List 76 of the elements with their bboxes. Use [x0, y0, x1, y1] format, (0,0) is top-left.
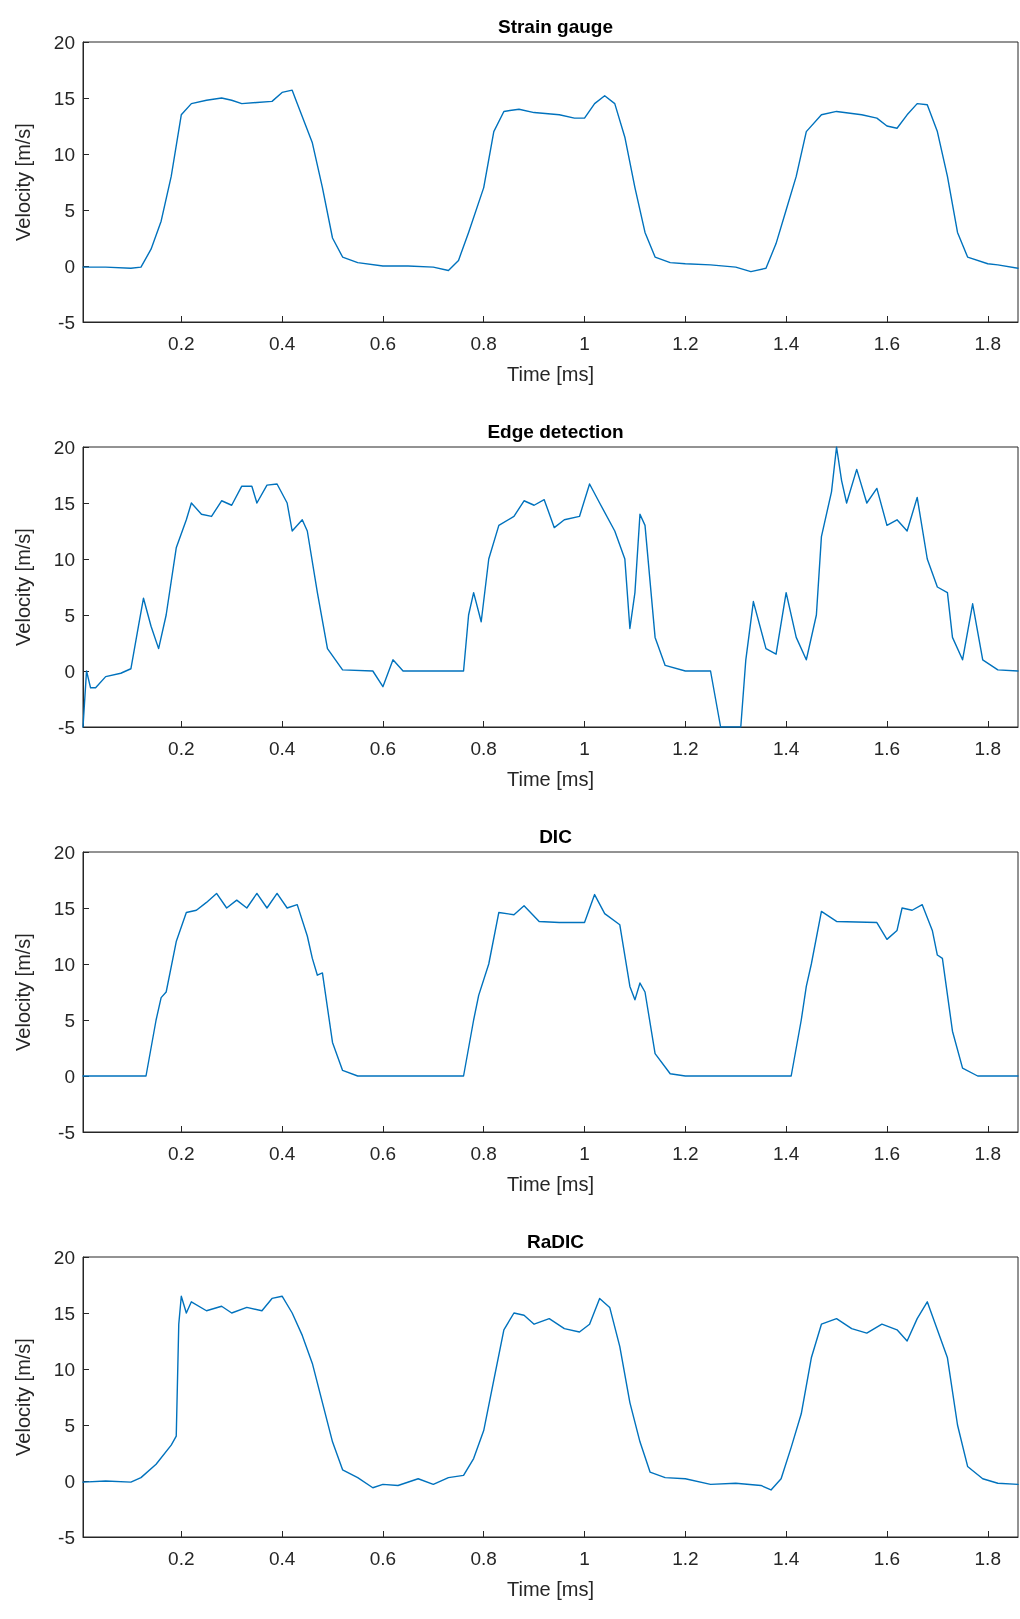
x-tick-label: 0.6: [369, 333, 397, 354]
x-tick-label: 1.2: [672, 333, 699, 354]
x-tick-label: 0.4: [268, 333, 296, 354]
x-tick-label: 1.2: [672, 1548, 699, 1569]
x-tick-label: 0.6: [369, 1548, 397, 1569]
x-tick-label: 1: [579, 1143, 590, 1164]
y-tick-label: 0: [64, 1470, 75, 1492]
y-tick-label: -5: [58, 1526, 75, 1548]
x-tick-label: 0.6: [369, 738, 397, 759]
x-tick-label: 1.8: [974, 333, 1001, 354]
y-tick-label: 5: [64, 1009, 75, 1031]
x-tick-label: 1.4: [772, 738, 800, 759]
x-tick-label: 0.6: [369, 1143, 397, 1164]
x-tick-label: 0.2: [168, 333, 195, 354]
y-axis-title: Velocity [m/s]: [12, 528, 34, 646]
y-tick-label: 20: [53, 436, 75, 458]
y-tick-label: 15: [53, 87, 75, 109]
x-tick-label: 0.2: [168, 1143, 195, 1164]
y-tick-label: 20: [53, 841, 75, 863]
y-tick-label: 15: [53, 1302, 75, 1324]
x-tick-label: 1.4: [772, 1143, 800, 1164]
y-axis-title: Velocity [m/s]: [12, 1338, 34, 1456]
line-series: [82, 892, 1019, 1077]
line-series: [82, 1295, 1019, 1491]
x-tick-label: 1.4: [772, 1548, 800, 1569]
x-tick-label: 0.8: [470, 738, 497, 759]
y-tick-label: 20: [53, 31, 75, 53]
x-tick-label: 1.6: [873, 1548, 901, 1569]
x-tick-label: 0.4: [268, 1143, 296, 1164]
y-tick-label: 10: [53, 548, 75, 570]
x-tick-label: 1.8: [974, 1143, 1001, 1164]
chart-title: RaDIC: [526, 1231, 585, 1252]
y-axis-title: Velocity [m/s]: [12, 933, 34, 1051]
chart-title: Strain gauge: [497, 16, 614, 37]
x-tick-label: 0.4: [268, 1548, 296, 1569]
x-tick-label: 1.8: [974, 1548, 1001, 1569]
x-axis-title: Time [ms]: [506, 1578, 595, 1600]
line-series: [82, 446, 1019, 728]
x-tick-label: 1: [579, 1548, 590, 1569]
x-tick-label: 1.2: [672, 738, 699, 759]
x-tick-label: 0.8: [470, 1143, 497, 1164]
y-tick-label: 0: [64, 255, 75, 277]
y-tick-label: 5: [64, 199, 75, 221]
x-tick-label: 1.6: [873, 333, 901, 354]
line-series: [82, 89, 1019, 273]
x-tick-label: 1: [579, 333, 590, 354]
x-tick-label: 0.8: [470, 333, 497, 354]
x-tick-label: 0.4: [268, 738, 296, 759]
x-tick-label: 0.2: [168, 1548, 195, 1569]
chart-title: Edge detection: [487, 421, 624, 442]
y-tick-label: 5: [64, 1414, 75, 1436]
y-tick-label: -5: [58, 716, 75, 738]
x-tick-label: 1: [579, 738, 590, 759]
x-tick-label: 0.2: [168, 738, 195, 759]
x-tick-label: 1.8: [974, 738, 1001, 759]
y-tick-label: 15: [53, 492, 75, 514]
y-tick-label: 10: [53, 953, 75, 975]
x-tick-label: 1.6: [873, 1143, 901, 1164]
y-tick-label: 10: [53, 1358, 75, 1380]
x-tick-label: 1.2: [672, 1143, 699, 1164]
x-axis-title: Time [ms]: [506, 768, 595, 790]
y-tick-label: -5: [58, 311, 75, 333]
y-axis-title: Velocity [m/s]: [12, 123, 34, 241]
x-tick-label: 1.6: [873, 738, 901, 759]
y-tick-label: 5: [64, 604, 75, 626]
x-tick-label: 1.4: [772, 333, 800, 354]
y-tick-label: 15: [53, 897, 75, 919]
y-tick-label: 0: [64, 1065, 75, 1087]
y-tick-label: 10: [53, 143, 75, 165]
x-axis-title: Time [ms]: [506, 363, 595, 385]
x-tick-label: 0.8: [470, 1548, 497, 1569]
x-axis-title: Time [ms]: [506, 1173, 595, 1195]
y-tick-label: -5: [58, 1121, 75, 1143]
y-tick-label: 0: [64, 660, 75, 682]
y-tick-label: 20: [53, 1246, 75, 1268]
chart-title: DIC: [539, 826, 573, 847]
